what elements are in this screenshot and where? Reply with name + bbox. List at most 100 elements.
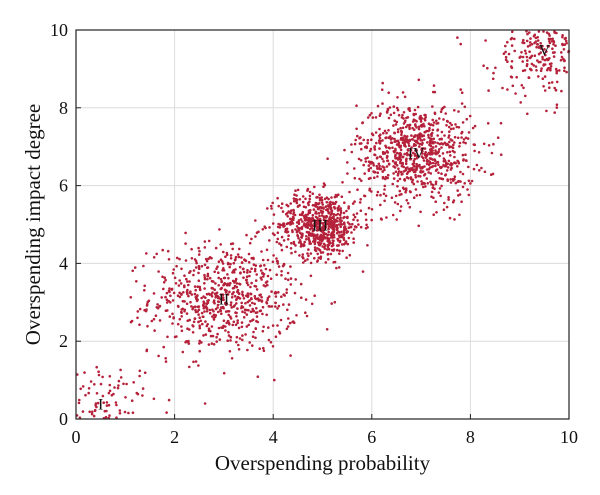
scatter-point [416,155,419,159]
scatter-point [307,203,310,207]
scatter-point [541,57,544,61]
plot-frame [75,29,570,420]
scatter-point [236,307,239,310]
scatter-point [445,169,449,172]
scatter-point [276,231,280,234]
scatter-point [457,126,461,129]
scatter-point [458,145,461,148]
scatter-point [304,206,308,209]
scatter-point [257,230,260,234]
scatter-point [417,78,421,82]
scatter-point [165,298,169,302]
scatter-point [93,383,96,386]
scatter-point [224,255,227,258]
scatter-point [446,162,450,166]
scatter-point [276,262,280,265]
scatter-point [181,350,185,354]
scatter-point [431,146,435,149]
scatter-point [434,200,438,203]
scatter-point [482,64,485,67]
scatter-point [336,244,339,247]
scatter-point [247,252,251,256]
scatter-point [286,325,290,328]
scatter-point [118,412,122,415]
scatter-point [371,162,375,165]
scatter-point [362,138,366,142]
scatter-point [547,81,551,85]
scatter-point [450,139,454,142]
x-tick-label: 6 [367,427,376,447]
scatter-point [333,300,337,304]
scatter-point [453,161,456,164]
scatter-point [360,147,363,151]
scatter-point [298,213,302,216]
scatter-point [434,164,437,168]
scatter-point [561,43,564,47]
scatter-point [297,241,301,244]
scatter-point [292,242,296,245]
scatter-point [430,133,433,136]
scatter-point [176,304,180,308]
scatter-point [484,39,487,42]
scatter-point [473,143,477,146]
scatter-point [393,201,397,204]
scatter-point [482,142,486,146]
scatter-point [506,88,509,91]
scatter-point [189,270,192,273]
scatter-point [350,143,353,146]
scatter-point [288,217,292,221]
scatter-point [381,157,384,161]
scatter-point [207,239,211,243]
scatter-point [307,216,311,220]
scatter-point [555,103,559,106]
scatter-point [413,157,417,161]
scatter-point [235,298,238,302]
scatter-point [352,228,356,231]
scatter-point [254,279,258,282]
scatter-point [186,340,190,344]
scatter-point [295,225,299,228]
y-tick-label: 0 [59,409,68,429]
scatter-point [255,315,259,318]
scatter-point [449,178,452,181]
scatter-point [541,77,545,80]
scatter-point [266,298,269,302]
scatter-point [221,296,224,299]
scatter-point [385,150,389,154]
scatter-point [241,294,245,297]
scatter-point [249,292,252,296]
scatter-point [408,109,412,112]
scatter-point [187,283,190,287]
scatter-point [203,310,206,313]
scatter-point [245,313,249,316]
scatter-point [388,146,392,150]
scatter-point [225,321,228,325]
scatter-point [448,216,452,220]
scatter-point [416,180,419,183]
scatter-point [340,243,344,246]
scatter-point [238,282,241,286]
scatter-point [232,291,235,294]
scatter-point [238,265,242,269]
scatter-point [353,200,356,203]
scatter-point [423,130,427,134]
scatter-point [381,175,385,179]
scatter-point [233,294,237,298]
scatter-point [326,233,330,237]
scatter-point [457,110,460,113]
scatter-point [251,309,255,313]
scatter-point [532,64,535,67]
scatter-point [258,309,262,313]
scatter-point [203,282,206,285]
cluster-label: III [312,218,328,235]
scatter-point [268,226,271,229]
scatter-point [155,252,158,256]
scatter-point [292,208,295,212]
scatter-point [190,305,193,308]
scatter-point [387,91,391,94]
scatter-point [346,161,349,164]
scatter-point [509,75,513,78]
scatter-point [394,157,397,160]
scatter-point [414,134,417,137]
scatter-point [403,152,407,156]
